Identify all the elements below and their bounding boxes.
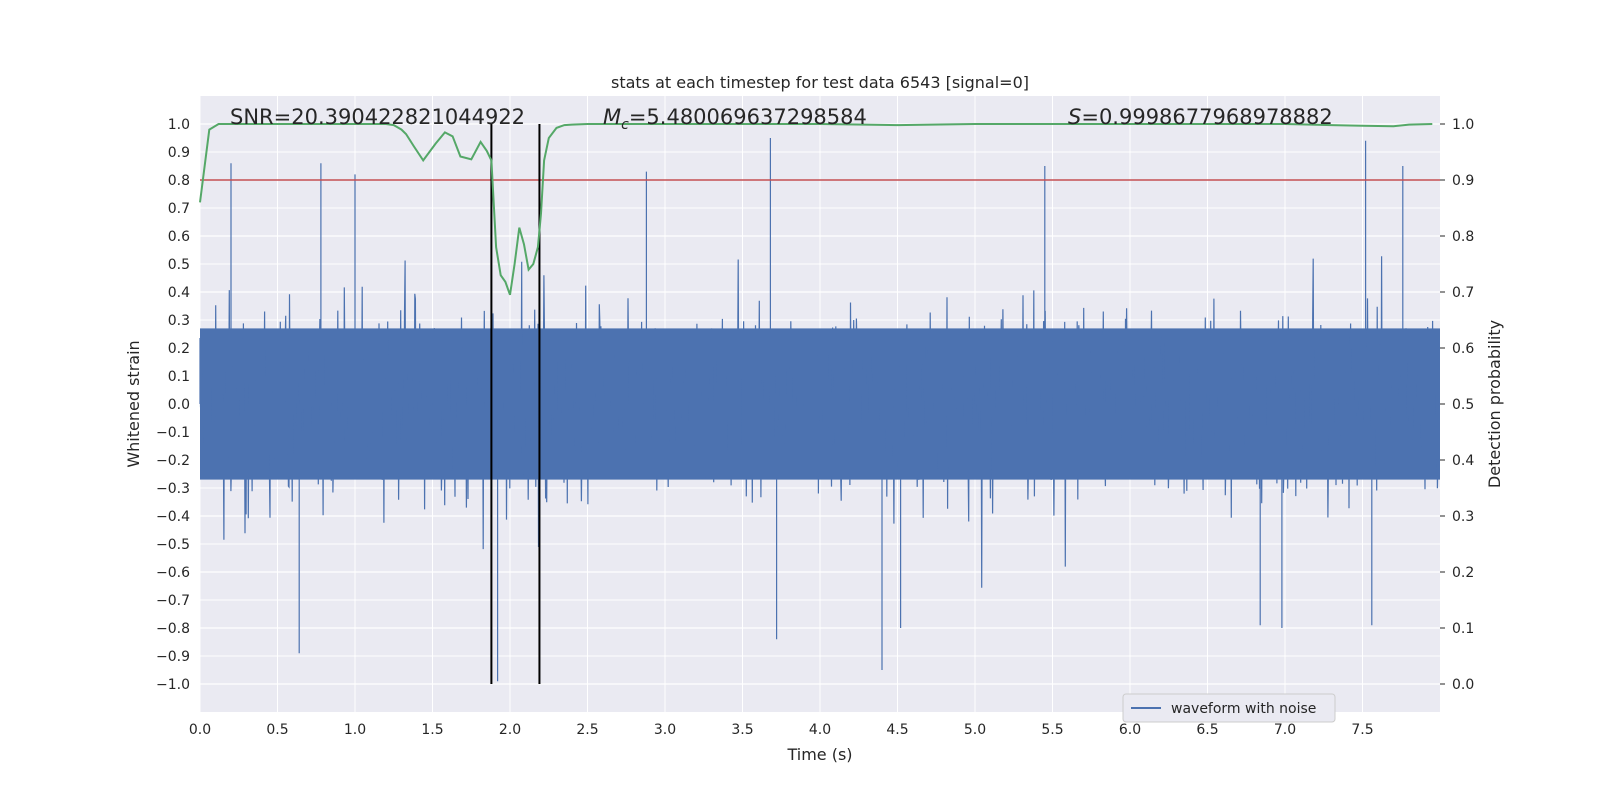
y-tick-label: −0.4 bbox=[156, 509, 190, 525]
score-value: =0.9998677968978882 bbox=[1081, 105, 1332, 129]
legend-label: waveform with noise bbox=[1171, 701, 1316, 717]
y-tick-label: 0.9 bbox=[168, 145, 190, 161]
x-tick-label: 0.5 bbox=[266, 722, 288, 738]
chart-title: stats at each timestep for test data 654… bbox=[611, 73, 1029, 92]
y-tick-label: −0.2 bbox=[156, 453, 190, 469]
waveform-series bbox=[199, 138, 1440, 682]
legend: waveform with noise bbox=[1122, 693, 1336, 723]
y2-tick-label: 0.4 bbox=[1452, 453, 1474, 469]
y2-tick-label: 0.6 bbox=[1452, 341, 1474, 357]
y2-tick-label: 0.7 bbox=[1452, 285, 1474, 301]
x-tick-label: 4.0 bbox=[809, 722, 831, 738]
y-tick-label: −0.9 bbox=[156, 649, 190, 665]
y-tick-label: −1.0 bbox=[156, 677, 190, 693]
y-tick-label: 0.8 bbox=[168, 173, 190, 189]
x-tick-label: 1.0 bbox=[344, 722, 366, 738]
x-tick-label: 2.0 bbox=[499, 722, 521, 738]
x-tick-label: 5.5 bbox=[1041, 722, 1063, 738]
x-axis-label: Time (s) bbox=[786, 745, 852, 764]
y2-tick-label: 0.8 bbox=[1452, 229, 1474, 245]
x-tick-label: 3.0 bbox=[654, 722, 676, 738]
y-tick-label: 0.6 bbox=[168, 229, 190, 245]
y-tick-label: 0.5 bbox=[168, 257, 190, 273]
y2-tick-label: 0.0 bbox=[1452, 677, 1474, 693]
y-tick-label: −0.6 bbox=[156, 565, 190, 581]
y-tick-label: −0.8 bbox=[156, 621, 190, 637]
y-tick-label: −0.7 bbox=[156, 593, 190, 609]
y-tick-label: 0.7 bbox=[168, 201, 190, 217]
x-tick-label: 2.5 bbox=[576, 722, 598, 738]
x-tick-label: 5.0 bbox=[964, 722, 986, 738]
x-tick-label: 7.0 bbox=[1274, 722, 1296, 738]
x-tick-label: 7.5 bbox=[1351, 722, 1373, 738]
y-axis-ticks: 1.0 0.9 0.8 0.7 0.6 0.5 0.4 0.3 0.2 0.1 0.0 −0.1 −0.… bbox=[156, 117, 190, 693]
chirp-mass-symbol: M bbox=[603, 105, 621, 129]
x-tick-label: 6.0 bbox=[1119, 722, 1141, 738]
score-annotation: S=0.9998677968978882 bbox=[1068, 105, 1333, 129]
chirp-mass-annotation: Mc=5.480069637298584 bbox=[603, 105, 867, 133]
x-tick-label: 1.5 bbox=[421, 722, 443, 738]
y2-tick-label: 0.2 bbox=[1452, 565, 1474, 581]
y-tick-label: 0.3 bbox=[168, 313, 190, 329]
y2-tick-label: 0.1 bbox=[1452, 621, 1474, 637]
x-axis-ticks: 0.0 0.5 1.0 1.5 2.0 2.5 3.0 3.5 4.0 4.5 5.0 5.5 6.0 6… bbox=[189, 722, 1374, 738]
legend-box bbox=[1122, 693, 1336, 723]
y-tick-label: −0.5 bbox=[156, 537, 190, 553]
y2-tick-label: 0.3 bbox=[1452, 509, 1474, 525]
score-symbol: S bbox=[1068, 105, 1081, 129]
x-tick-label: 6.5 bbox=[1196, 722, 1218, 738]
y2-axis-label: Detection probability bbox=[1485, 320, 1504, 488]
y2-tick-label: 0.5 bbox=[1452, 397, 1474, 413]
y2-tick-label: 1.0 bbox=[1452, 117, 1474, 133]
y2-axis-ticks: 1.0 0.9 0.8 0.7 0.6 0.5 0.4 0.3 0.2 0.1 0.0 bbox=[1440, 117, 1474, 693]
y-tick-label: 0.0 bbox=[168, 397, 190, 413]
y-tick-label: −0.1 bbox=[156, 425, 190, 441]
chirp-mass-subscript: c bbox=[621, 117, 629, 133]
x-tick-label: 3.5 bbox=[731, 722, 753, 738]
y-axis-label: Whitened strain bbox=[124, 340, 143, 467]
y-tick-label: 0.4 bbox=[168, 285, 190, 301]
y-tick-label: 1.0 bbox=[168, 117, 190, 133]
y2-tick-label: 0.9 bbox=[1452, 173, 1474, 189]
detection-probability-series bbox=[199, 123, 1433, 296]
chirp-mass-value: =5.480069637298584 bbox=[629, 105, 867, 129]
x-tick-label: 0.0 bbox=[189, 722, 211, 738]
y-tick-label: −0.3 bbox=[156, 481, 190, 497]
y-tick-label: 0.2 bbox=[168, 341, 190, 357]
x-tick-label: 4.5 bbox=[886, 722, 908, 738]
waveform-trace bbox=[199, 138, 1439, 682]
snr-annotation: SNR=20.390422821044922 bbox=[230, 105, 525, 129]
y-tick-label: 0.1 bbox=[168, 369, 190, 385]
